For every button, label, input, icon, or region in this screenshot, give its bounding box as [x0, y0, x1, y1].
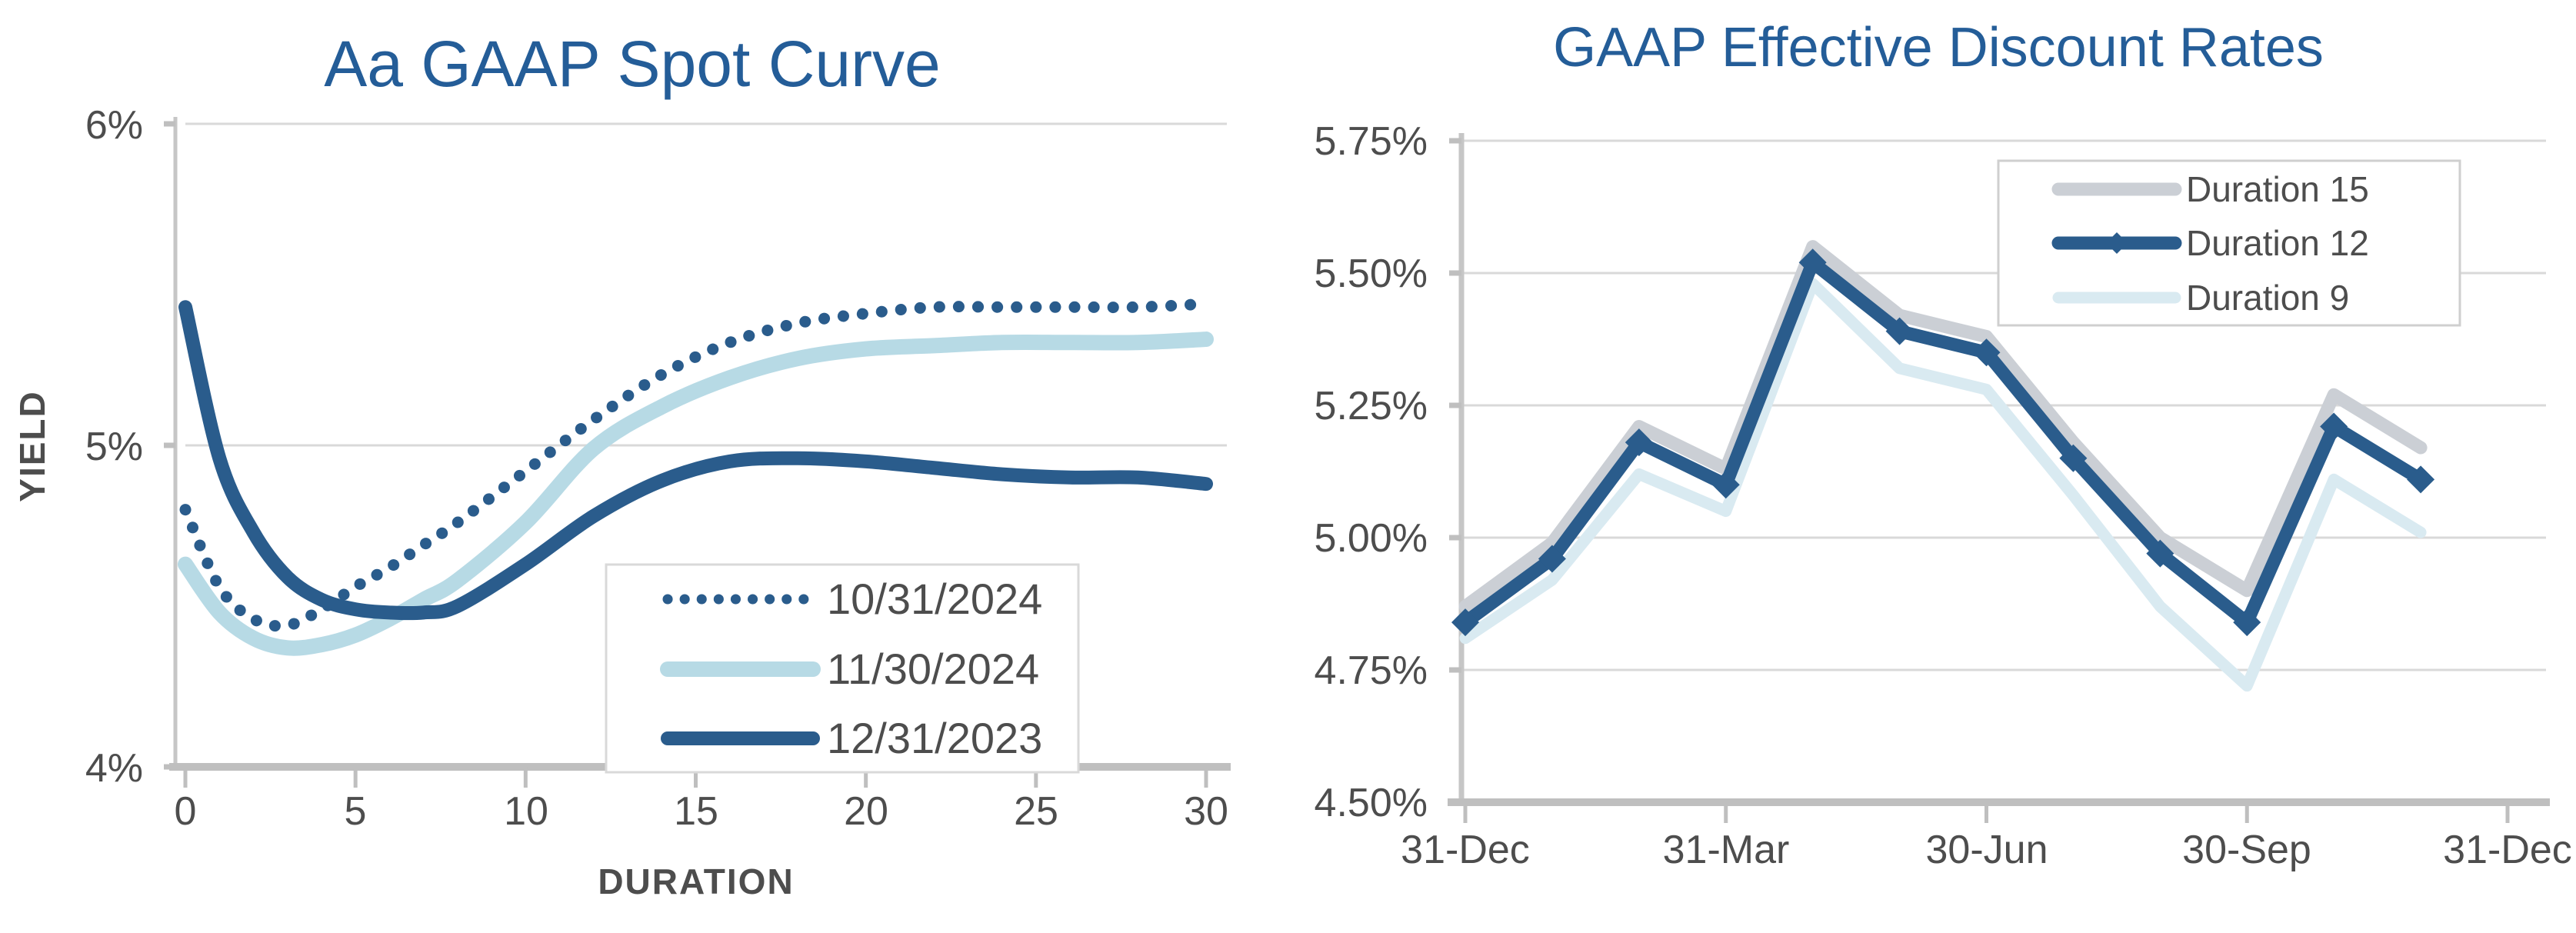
- y-tick-label: 4.50%: [1315, 781, 1428, 825]
- discount-rates-title: GAAP Effective Discount Rates: [1553, 17, 2324, 78]
- y-tick-label: 6%: [85, 103, 143, 148]
- diamond-marker: [2407, 465, 2435, 494]
- x-tick-label: 20: [844, 789, 888, 834]
- spot-curve-title: Aa GAAP Spot Curve: [324, 28, 941, 100]
- legend-label: Duration 12: [2186, 223, 2369, 263]
- x-tick-label: 31-Dec: [2443, 828, 2572, 872]
- diamond-marker: [1798, 248, 1827, 277]
- x-tick-label: 30: [1184, 789, 1228, 834]
- series-duration-15: [1458, 240, 2428, 613]
- legend-label: 11/30/2024: [827, 645, 1039, 693]
- spot-curve-chart: Aa GAAP Spot Curve 6% 5% 4% 0 5 10 15 20…: [12, 28, 1231, 901]
- x-tick-label: 30-Sep: [2182, 828, 2311, 872]
- diamond-marker: [1625, 428, 1653, 457]
- series-duration-12: [1458, 255, 2428, 629]
- diamond-marker: [1711, 471, 1740, 499]
- y-tick-label: 5%: [85, 425, 143, 469]
- diamond-marker: [2233, 608, 2261, 637]
- series-11-30-2024: [178, 332, 1214, 656]
- legend-samples: [660, 594, 821, 745]
- x-tick-label: 30-Jun: [1926, 828, 2048, 872]
- x-tick-label: 25: [1014, 789, 1058, 834]
- diamond-marker: [2146, 539, 2174, 568]
- x-tick-label: 15: [674, 789, 718, 834]
- legend-label: Duration 9: [2186, 278, 2349, 318]
- y-axis-title: YIELD: [12, 390, 52, 501]
- diamond-marker: [1885, 317, 1914, 345]
- x-axis-title: DURATION: [598, 861, 794, 901]
- diamond-marker: [1538, 545, 1566, 573]
- spot-curve-legend: 10/31/2024 11/30/2024 12/31/2023: [605, 563, 1080, 774]
- x-tick-label: 31-Mar: [1663, 828, 1790, 872]
- y-tick-label: 4.75%: [1315, 648, 1428, 693]
- diamond-marker: [1972, 338, 2001, 367]
- legend-label: 10/31/2024: [827, 575, 1042, 623]
- spot-curve-series: [178, 298, 1214, 656]
- y-tick-label: 4%: [85, 746, 143, 791]
- y-tick-label: 5.25%: [1315, 384, 1428, 428]
- legend-diamond-marker: [2106, 232, 2128, 254]
- x-tick-label: 10: [504, 789, 548, 834]
- legend-label: Duration 15: [2186, 169, 2369, 209]
- series-duration-9: [1459, 278, 2427, 692]
- discount-rates-chart: GAAP Effective Discount Rates 5.75% 5.50…: [1315, 17, 2572, 872]
- series-12-31-2023: [178, 300, 1213, 621]
- x-tick-label: 31-Dec: [1401, 828, 1530, 872]
- y-tick-label: 5.50%: [1315, 252, 1428, 296]
- legend-label: 12/31/2023: [827, 714, 1042, 762]
- diamond-marker: [2320, 412, 2348, 441]
- y-axis-ticks: [1449, 138, 1461, 805]
- discount-rates-series: [1451, 240, 2435, 692]
- x-tick-label: 0: [175, 789, 197, 834]
- diamond-marker: [1451, 608, 1479, 637]
- diamond-marker: [2059, 444, 2088, 472]
- legend-samples: [2051, 182, 2182, 304]
- series-markers-duration-12: [1451, 248, 2435, 637]
- x-axis-ticks: [1463, 802, 2510, 823]
- y-tick-label: 5.75%: [1315, 119, 1428, 164]
- discount-rates-legend: Duration 15 Duration 12 Duration 9: [1997, 159, 2461, 327]
- x-tick-label: 5: [345, 789, 367, 834]
- y-tick-label: 5.00%: [1315, 516, 1428, 561]
- series-10-31-2024: [179, 298, 1212, 632]
